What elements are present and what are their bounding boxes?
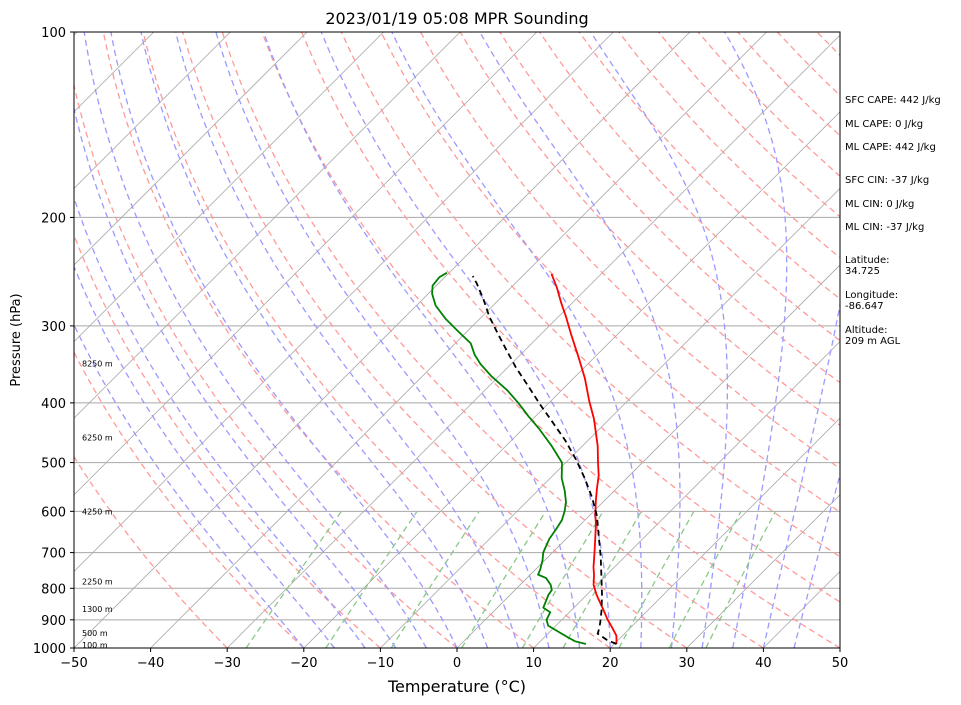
dry-adiabat-line bbox=[261, 32, 840, 648]
dry-adiabat-line bbox=[181, 32, 688, 648]
moist-adiabat-line bbox=[479, 32, 681, 648]
x-tick-label: 0 bbox=[453, 656, 461, 671]
moist-adiabat-line bbox=[762, 301, 840, 648]
x-tick-label: −40 bbox=[137, 656, 164, 671]
isotherm-line bbox=[226, 34, 840, 648]
isotherm-line bbox=[74, 32, 231, 189]
y-axis-label: Pressure (hPa) bbox=[9, 293, 24, 386]
x-tick-label: −20 bbox=[290, 656, 317, 671]
dry-adiabat-line bbox=[102, 32, 534, 648]
mixing-ratio-line bbox=[668, 510, 742, 648]
x-tick-label: 50 bbox=[832, 656, 849, 671]
moist-adiabat-line bbox=[140, 32, 489, 648]
mixing-ratio-line bbox=[461, 510, 547, 648]
mixing-ratio-line bbox=[245, 510, 342, 648]
sfc-cin-text: SFC CIN: -37 J/kg bbox=[845, 175, 930, 186]
isotherm-line bbox=[609, 417, 840, 648]
y-tick-label: 200 bbox=[41, 211, 66, 226]
dry-adiabat-line bbox=[74, 350, 305, 648]
isotherm-line bbox=[686, 494, 840, 648]
y-tick-label: 600 bbox=[41, 505, 66, 520]
y-tick-label: 400 bbox=[41, 397, 66, 412]
isotherm-line bbox=[303, 111, 840, 648]
y-tick-label: 900 bbox=[41, 614, 66, 629]
x-tick-label: −30 bbox=[213, 656, 240, 671]
moist-adiabat-line bbox=[74, 264, 335, 648]
x-axis-label: Temperature (°C) bbox=[387, 677, 526, 696]
y-tick-label: 700 bbox=[41, 547, 66, 562]
isotherm-line bbox=[380, 187, 840, 648]
parcel-profile-line bbox=[472, 275, 617, 645]
y-tick-label: 300 bbox=[41, 320, 66, 335]
ml-cin-2-text: ML CIN: -37 J/kg bbox=[845, 222, 925, 233]
moist-adiabat-line bbox=[793, 472, 840, 648]
ml-cin-text: ML CIN: 0 J/kg bbox=[845, 199, 915, 210]
moist-adiabat-line bbox=[174, 32, 519, 648]
dry-adiabat-line bbox=[301, 32, 840, 603]
moist-adiabat-line bbox=[74, 196, 366, 648]
ml-cape-text: ML CAPE: 0 J/kg bbox=[845, 119, 924, 130]
mixing-ratio-line bbox=[618, 510, 695, 648]
profile-lines bbox=[431, 272, 618, 645]
height-label: 4250 m bbox=[82, 507, 113, 516]
chart-title: 2023/01/19 05:08 MPR Sounding bbox=[325, 9, 588, 28]
x-tick-label: −50 bbox=[60, 656, 87, 671]
y-tick-label: 800 bbox=[41, 582, 66, 597]
x-tick-label: −10 bbox=[367, 656, 394, 671]
longitude-text: Longitude: -86.647 bbox=[845, 290, 899, 312]
plot-frame bbox=[73, 31, 841, 649]
x-tick-label: 40 bbox=[755, 656, 772, 671]
moist-adiabat-line bbox=[391, 32, 643, 648]
isotherm-line bbox=[74, 32, 308, 266]
moist-adiabat-line bbox=[320, 32, 611, 648]
dry-adiabat-line bbox=[142, 32, 611, 648]
dry-adiabat-line bbox=[221, 32, 764, 648]
x-tick-label: 10 bbox=[525, 656, 542, 671]
isotherm-line bbox=[0, 32, 1, 648]
background-lines bbox=[0, 32, 840, 648]
ml-cape-2-text: ML CAPE: 442 J/kg bbox=[845, 142, 936, 153]
x-tick-label: 20 bbox=[602, 656, 619, 671]
height-label: 8250 m bbox=[82, 359, 113, 368]
moist-adiabat-line bbox=[83, 32, 427, 648]
isotherm-line bbox=[150, 32, 767, 648]
isotherm-line bbox=[74, 32, 614, 572]
height-label: 1300 m bbox=[82, 605, 113, 614]
dry-adiabat-line bbox=[74, 455, 228, 648]
moist-adiabat-line bbox=[590, 32, 729, 648]
isotherm-line bbox=[74, 32, 384, 343]
moist-adiabat-line bbox=[110, 32, 458, 648]
isotherm-line bbox=[74, 32, 461, 419]
height-label: 500 m bbox=[82, 629, 108, 638]
height-label: 6250 m bbox=[82, 433, 113, 442]
isotherm-line bbox=[74, 32, 691, 648]
height-label: 100 m bbox=[82, 641, 108, 650]
moist-adiabat-line bbox=[215, 32, 550, 648]
mixing-ratio-line bbox=[705, 510, 777, 648]
moist-adiabat-line bbox=[74, 105, 397, 648]
moist-adiabat-line bbox=[263, 32, 581, 648]
moist-adiabat-line bbox=[724, 32, 788, 648]
isotherm-line bbox=[74, 32, 538, 496]
mixing-ratio-line bbox=[562, 510, 642, 648]
dry-adiabat-line bbox=[74, 82, 458, 648]
dry-adiabat-line bbox=[578, 32, 840, 300]
isotherm-line bbox=[533, 341, 840, 648]
dry-adiabat-line bbox=[538, 32, 840, 342]
latitude-text: Latitude: 34.725 bbox=[845, 255, 890, 277]
mixing-ratio-line bbox=[390, 510, 480, 648]
y-tick-label: 500 bbox=[41, 457, 66, 472]
y-tick-label: 100 bbox=[41, 26, 66, 41]
dewpoint-profile-line bbox=[431, 272, 587, 645]
altitude-text: Altitude: 209 m AGL bbox=[845, 325, 901, 347]
x-tick-label: 30 bbox=[679, 656, 696, 671]
mixing-ratio-line bbox=[521, 510, 604, 648]
mixing-ratio-line bbox=[325, 510, 418, 648]
y-tick-label: 1000 bbox=[33, 642, 66, 657]
height-label: 2250 m bbox=[82, 578, 113, 587]
sfc-cape-text: SFC CAPE: 442 J/kg bbox=[845, 95, 941, 106]
